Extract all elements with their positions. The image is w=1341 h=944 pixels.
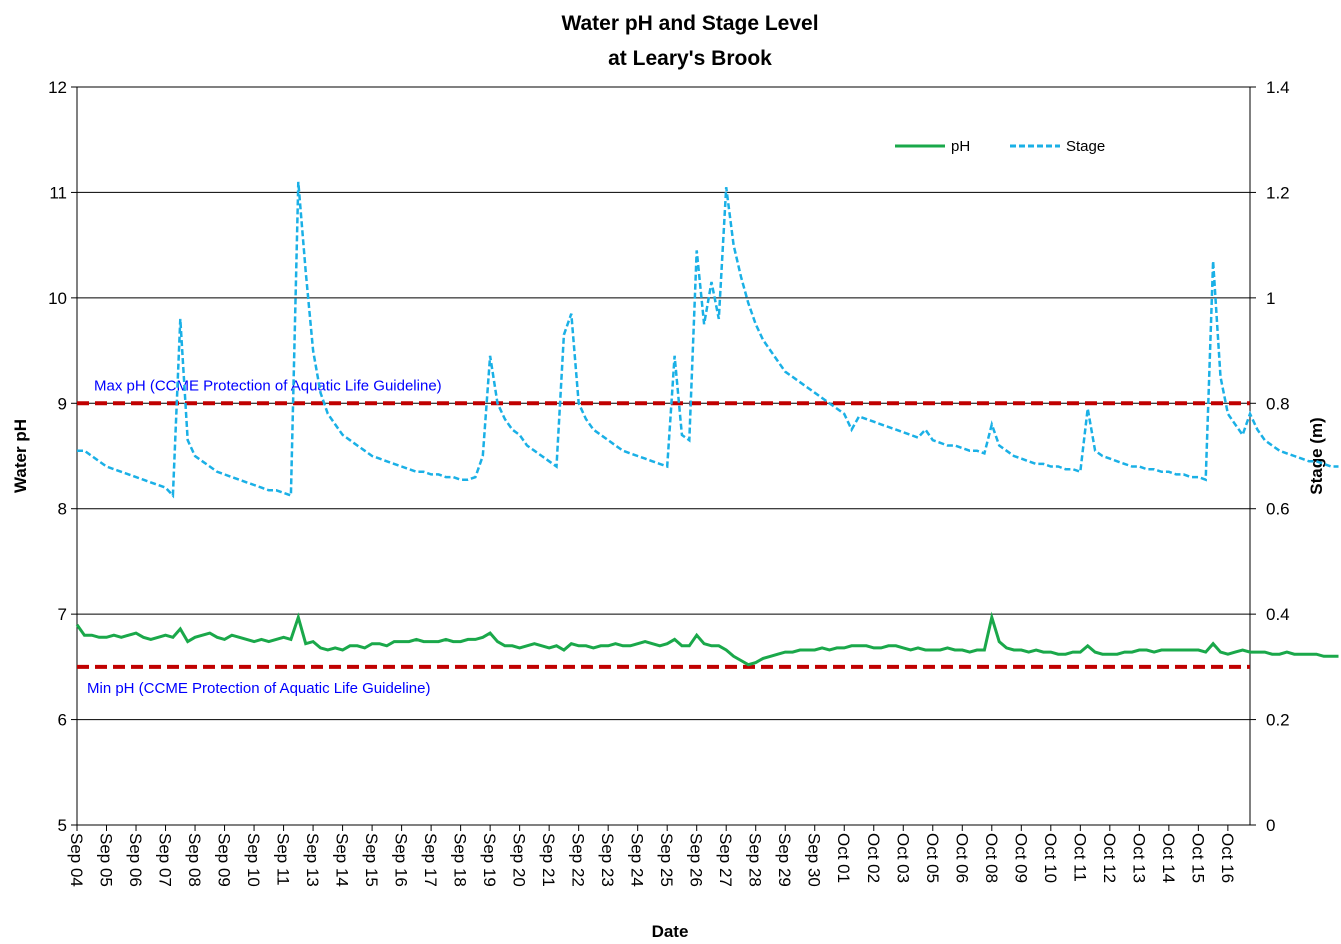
x-tick-label: Sep 04 — [67, 833, 86, 887]
x-tick-label: Oct 16 — [1218, 833, 1237, 883]
x-axis-title: Date — [652, 922, 689, 941]
x-tick-label: Sep 11 — [274, 833, 293, 886]
x-tick-label: Sep 10 — [244, 833, 263, 887]
plot-frame — [76, 86, 1251, 826]
chart-title: at Leary's Brook — [608, 47, 772, 70]
y2-tick-label: 0.2 — [1266, 711, 1290, 730]
x-tick-label: Sep 08 — [185, 833, 204, 887]
y-tick-label: 8 — [58, 500, 67, 519]
y2-tick-label: 1 — [1266, 289, 1275, 308]
x-tick-label: Sep 30 — [805, 833, 824, 887]
y2-axis-title: Stage (m) — [1307, 417, 1326, 494]
x-tick-label: Oct 12 — [1100, 833, 1119, 883]
x-tick-label: Sep 09 — [215, 833, 234, 887]
y-tick-label: 12 — [48, 78, 67, 97]
y2-tick-label: 0.8 — [1266, 394, 1290, 413]
y-axis-title: Water pH — [11, 419, 30, 493]
x-tick-label: Sep 26 — [687, 833, 706, 887]
y2-tick-label: 1.2 — [1266, 183, 1290, 202]
x-tick-label: Sep 28 — [746, 833, 765, 887]
x-tick-label: Sep 29 — [775, 833, 794, 887]
x-tick-label: Oct 02 — [864, 833, 883, 883]
x-tick-label: Sep 07 — [156, 833, 175, 887]
x-tick-label: Oct 06 — [952, 833, 971, 883]
x-tick-label: Oct 09 — [1011, 833, 1030, 883]
y-tick-label: 9 — [58, 394, 67, 413]
x-tick-label: Sep 27 — [716, 833, 735, 887]
y-tick-label: 6 — [58, 711, 67, 730]
x-tick-label: Sep 25 — [657, 833, 676, 887]
x-tick-label: Sep 19 — [480, 833, 499, 887]
legend-label: pH — [951, 138, 970, 155]
y2-tick-label: 0.4 — [1266, 605, 1290, 624]
x-tick-label: Sep 14 — [333, 833, 352, 887]
x-tick-label: Sep 20 — [510, 833, 529, 887]
x-tick-label: Oct 08 — [982, 833, 1001, 883]
chart-title: Water pH and Stage Level — [561, 12, 818, 35]
x-tick-label: Oct 14 — [1159, 833, 1178, 883]
x-tick-label: Sep 22 — [569, 833, 588, 887]
x-tick-label: Sep 23 — [598, 833, 617, 887]
x-tick-label: Sep 17 — [421, 833, 440, 887]
x-tick-label: Sep 21 — [539, 833, 558, 887]
x-tick-label: Oct 10 — [1041, 833, 1060, 883]
x-tick-label: Sep 15 — [362, 833, 381, 887]
y2-tick-label: 1.4 — [1266, 78, 1290, 97]
x-tick-label: Sep 16 — [392, 833, 411, 887]
y-tick-label: 10 — [48, 289, 67, 308]
reference-label: Min pH (CCME Protection of Aquatic Life … — [87, 680, 430, 697]
reference-label: Max pH (CCME Protection of Aquatic Life … — [94, 377, 442, 394]
x-tick-label: Sep 18 — [451, 833, 470, 887]
legend-label: Stage — [1066, 138, 1105, 155]
x-tick-label: Sep 05 — [97, 833, 116, 887]
x-tick-label: Oct 03 — [893, 833, 912, 883]
y2-tick-label: 0 — [1266, 816, 1275, 835]
x-tick-label: Oct 15 — [1188, 833, 1207, 883]
series-line — [75, 611, 1339, 667]
x-tick-label: Sep 24 — [628, 833, 647, 887]
x-tick-label: Oct 05 — [923, 833, 942, 883]
x-tick-label: Oct 11 — [1070, 833, 1089, 882]
y-tick-label: 5 — [58, 816, 67, 835]
x-tick-label: Oct 13 — [1129, 833, 1148, 883]
x-tick-label: Sep 06 — [126, 833, 145, 887]
x-tick-label: Oct 01 — [834, 833, 853, 883]
x-tick-label: Sep 13 — [303, 833, 322, 887]
series-line — [77, 181, 1339, 499]
y-tick-label: 11 — [49, 183, 67, 202]
y2-tick-label: 0.6 — [1266, 500, 1290, 519]
y-tick-label: 7 — [58, 605, 67, 624]
